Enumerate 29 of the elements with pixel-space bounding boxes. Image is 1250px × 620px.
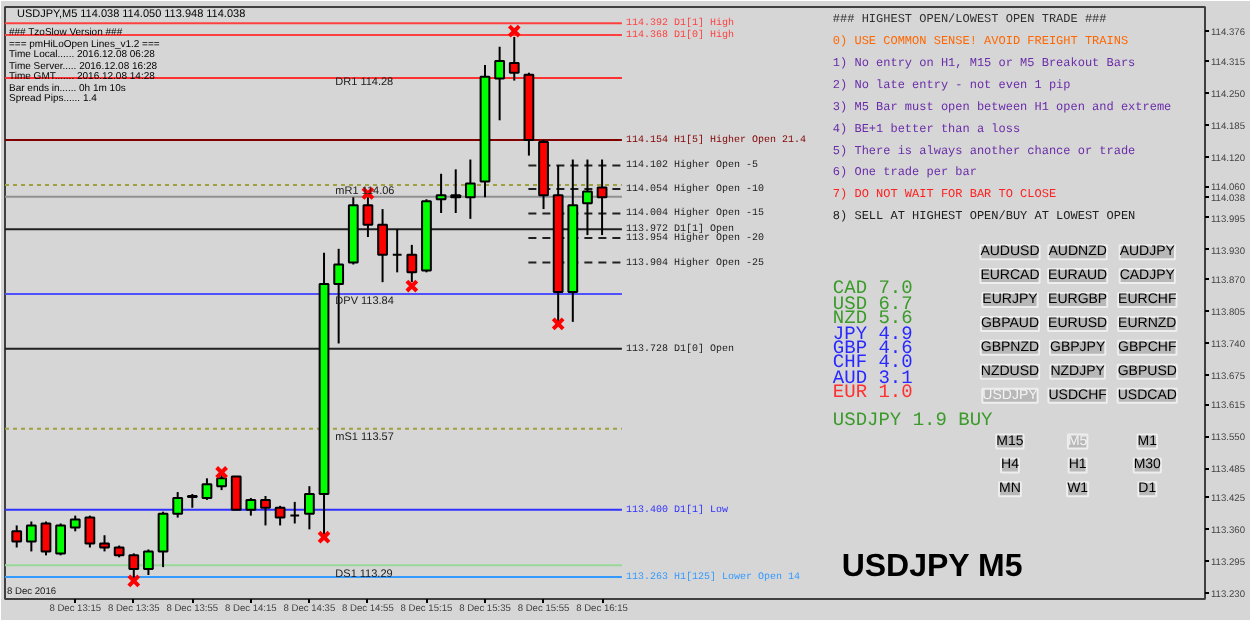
annotation: EUR 1.0 (832, 380, 914, 403)
candlestick (274, 504, 286, 527)
candlestick (582, 158, 593, 237)
point (214, 465, 229, 480)
candlestick (435, 172, 447, 214)
candlestick (596, 158, 608, 237)
candlestick (11, 524, 23, 549)
candlestick (304, 485, 315, 531)
annotation: CHF 4.0 (832, 350, 914, 373)
point (126, 573, 141, 588)
point (551, 316, 566, 331)
candlestick (260, 495, 271, 527)
candlestick (450, 168, 462, 214)
candlestick (494, 45, 506, 122)
candlestick (201, 477, 213, 501)
annotation: USDJPY M5 (841, 550, 1023, 585)
candlestick (377, 208, 388, 284)
point (404, 279, 419, 294)
candlestick (55, 522, 66, 557)
candlestick (172, 491, 184, 519)
annotation: USDJPY 1.9 BUY (832, 408, 994, 431)
candlestick (40, 520, 52, 557)
point (507, 24, 522, 38)
candlestick (25, 520, 37, 553)
point (317, 530, 331, 545)
candlestick (143, 548, 154, 576)
annotation: NZD 5.6 (832, 306, 914, 329)
candlestick (157, 510, 169, 569)
candlestick (464, 158, 476, 220)
